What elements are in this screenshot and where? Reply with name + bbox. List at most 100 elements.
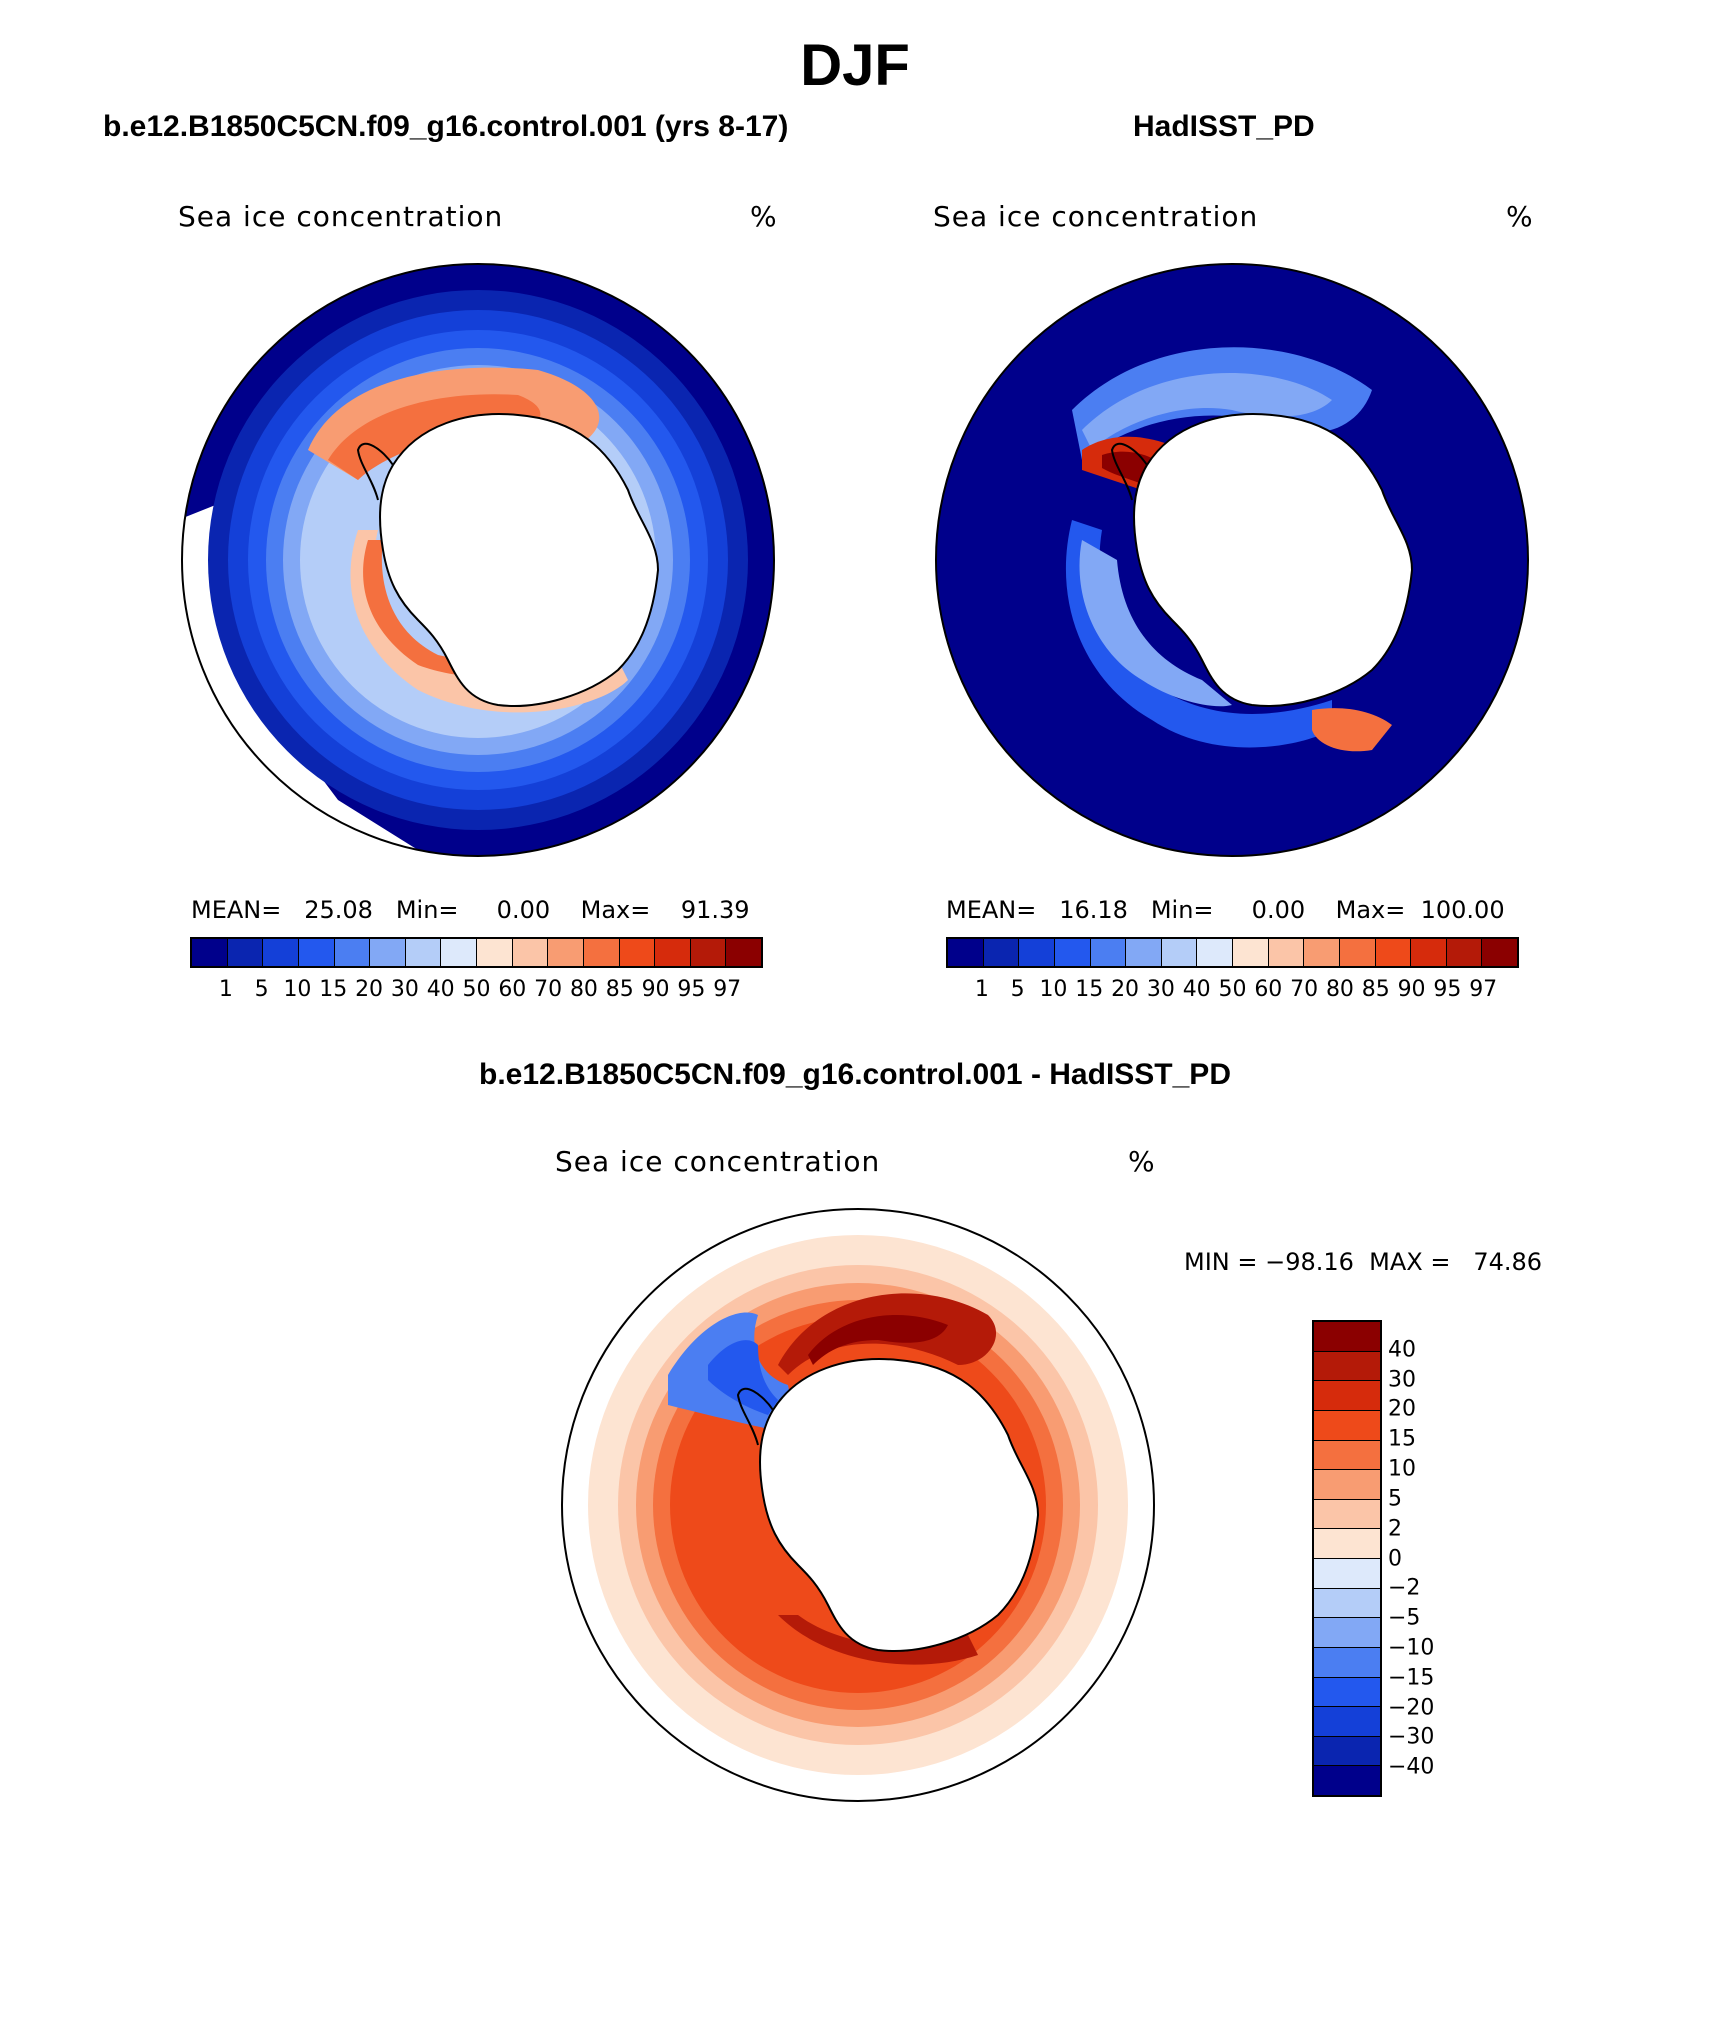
colorbar-swatch	[1090, 939, 1127, 966]
colorbar-swatch	[1314, 1677, 1380, 1708]
colorbar-swatch	[1314, 1381, 1380, 1411]
colorbar-swatch	[192, 939, 228, 966]
colorbar-tick-label: 60	[1254, 977, 1283, 1002]
colorbar-swatch	[619, 939, 656, 966]
colorbar-tick-label: 70	[534, 977, 563, 1002]
panel-2-title: HadISST_PD	[1133, 110, 1315, 143]
colorbar-tick-label: 50	[1218, 977, 1247, 1002]
colorbar-tick-label: 1	[218, 977, 233, 1002]
colorbar-swatch	[263, 939, 299, 966]
colorbar-swatch	[726, 939, 761, 966]
colorbar-tick-label: 85	[1361, 977, 1390, 1002]
map-panel-3	[561, 1208, 1155, 1802]
colorbar-tick-label: 15	[1388, 1426, 1416, 1452]
colorbar-tick-label: 20	[1111, 977, 1140, 1002]
colorbar-swatch	[1268, 939, 1305, 966]
colorbar-tick-label: 10	[1388, 1456, 1416, 1482]
colorbar-swatch	[1314, 1470, 1380, 1500]
colorbar-swatch	[1339, 939, 1376, 966]
colorbar-tick-label: 40	[426, 977, 455, 1002]
colorbar-panel-2	[946, 937, 1519, 968]
colorbar-swatch	[1019, 939, 1055, 966]
colorbar-difference-ticks: 40 30 20 15 10 5 2 0 −2 −5 −10 −15 −20 −30 −40	[1388, 1320, 1468, 1797]
colorbar-tick-label: 5	[1010, 977, 1025, 1002]
colorbar-swatch	[1314, 1529, 1380, 1559]
colorbar-tick-label: 30	[1146, 977, 1175, 1002]
colorbar-swatch	[441, 939, 477, 966]
colorbar-swatch	[1446, 939, 1483, 966]
colorbar-difference	[1312, 1320, 1382, 1797]
colorbar-swatch	[1197, 939, 1233, 966]
colorbar-swatch	[227, 939, 264, 966]
colorbar-panel-1-ticks: 1 5 10 15 20 30 40 50 60 70 80 85 90 95 97	[190, 977, 763, 1007]
colorbar-tick-label: −30	[1388, 1724, 1435, 1750]
colorbar-tick-label: 30	[1388, 1367, 1416, 1393]
colorbar-tick-label: 20	[1388, 1396, 1416, 1422]
colorbar-tick-label: 90	[641, 977, 670, 1002]
colorbar-swatch	[1304, 939, 1340, 966]
colorbar-tick-label: 0	[1388, 1546, 1402, 1571]
colorbar-swatch	[1314, 1322, 1380, 1352]
colorbar-swatch	[1314, 1588, 1380, 1619]
colorbar-swatch	[1126, 939, 1162, 966]
colorbar-tick-label: 80	[1325, 977, 1354, 1002]
colorbar-swatch	[1314, 1766, 1380, 1795]
panel-2-stats: MEAN= 16.18 Min= 0.00 Max= 100.00	[946, 896, 1505, 924]
colorbar-swatch	[1233, 939, 1269, 966]
colorbar-tick-label: −5	[1388, 1605, 1421, 1631]
colorbar-panel-1	[190, 937, 763, 968]
colorbar-tick-label: 60	[498, 977, 527, 1002]
colorbar-swatch	[1375, 939, 1412, 966]
panel-3-stats: MIN = −98.16 MAX = 74.86	[1184, 1248, 1543, 1276]
colorbar-tick-label: −40	[1388, 1754, 1435, 1780]
panel-3-variable-label: Sea ice concentration	[555, 1145, 881, 1178]
colorbar-swatch	[1482, 939, 1517, 966]
colorbar-swatch	[1314, 1440, 1380, 1471]
colorbar-swatch	[1314, 1736, 1380, 1767]
colorbar-swatch	[1411, 939, 1447, 966]
colorbar-tick-label: 90	[1397, 977, 1426, 1002]
colorbar-swatch	[1314, 1410, 1380, 1441]
colorbar-tick-label: 20	[355, 977, 384, 1002]
colorbar-swatch	[690, 939, 727, 966]
panel-3-units-label: %	[1128, 1145, 1156, 1178]
colorbar-swatch	[1314, 1707, 1380, 1737]
colorbar-swatch	[1054, 939, 1091, 966]
colorbar-tick-label: 50	[462, 977, 491, 1002]
colorbar-tick-label: −15	[1388, 1665, 1435, 1691]
panel-1-title: b.e12.B1850C5CN.f09_g16.control.001 (yrs…	[103, 110, 789, 143]
colorbar-tick-label: 15	[319, 977, 348, 1002]
colorbar-tick-label: 80	[569, 977, 598, 1002]
colorbar-panel-2-ticks: 1 5 10 15 20 30 40 50 60 70 80 85 90 95 97	[946, 977, 1519, 1007]
colorbar-swatch	[1314, 1559, 1380, 1589]
colorbar-tick-label: 85	[605, 977, 634, 1002]
colorbar-swatch	[1161, 939, 1198, 966]
colorbar-tick-label: 97	[713, 977, 742, 1002]
colorbar-tick-label: −2	[1388, 1575, 1421, 1601]
colorbar-swatch	[512, 939, 549, 966]
colorbar-tick-label: 95	[677, 977, 706, 1002]
panel-1-variable-label: Sea ice concentration	[178, 200, 504, 233]
colorbar-tick-label: 95	[1433, 977, 1462, 1002]
colorbar-tick-label: 5	[254, 977, 269, 1002]
map-panel-1	[181, 263, 775, 857]
colorbar-swatch	[1314, 1499, 1380, 1530]
map-panel-2	[935, 263, 1529, 857]
colorbar-swatch	[370, 939, 406, 966]
colorbar-tick-label: 15	[1075, 977, 1104, 1002]
colorbar-tick-label: 10	[283, 977, 312, 1002]
panel-3-title: b.e12.B1850C5CN.f09_g16.control.001 - Ha…	[479, 1058, 1231, 1091]
figure-title: DJF	[800, 33, 910, 98]
panel-2-variable-label: Sea ice concentration	[933, 200, 1259, 233]
colorbar-swatch	[948, 939, 984, 966]
colorbar-swatch	[1314, 1647, 1380, 1678]
colorbar-tick-label: 70	[1290, 977, 1319, 1002]
colorbar-tick-label: 2	[1388, 1516, 1402, 1542]
colorbar-swatch	[583, 939, 620, 966]
colorbar-swatch	[1314, 1618, 1380, 1648]
colorbar-tick-label: 30	[390, 977, 419, 1002]
colorbar-swatch	[983, 939, 1020, 966]
colorbar-tick-label: 40	[1182, 977, 1211, 1002]
colorbar-tick-label: 10	[1039, 977, 1068, 1002]
colorbar-swatch	[548, 939, 584, 966]
